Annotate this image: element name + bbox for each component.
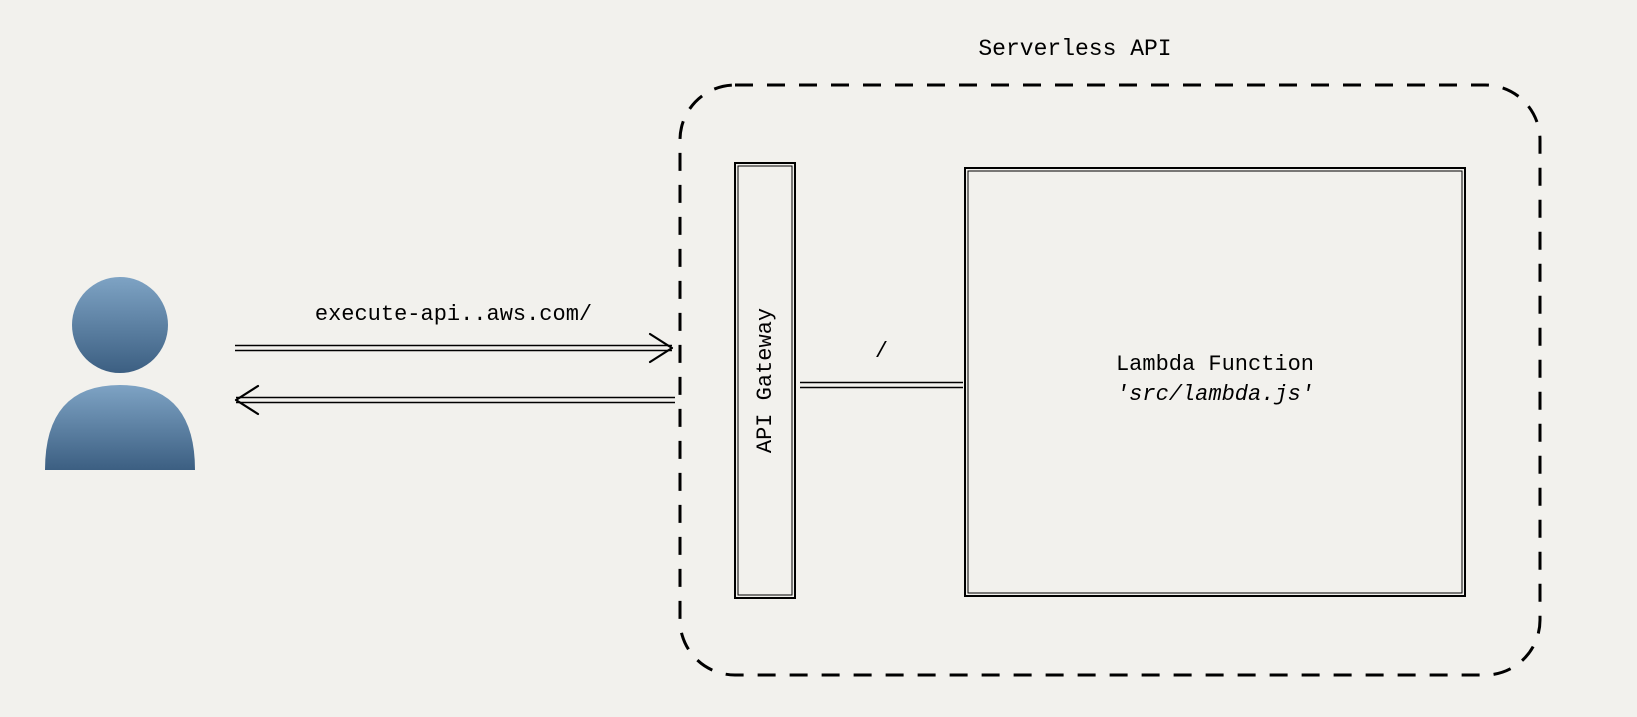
lambda-label-line2: 'src/lambda.js' — [1116, 382, 1314, 407]
edge-gateway-to-lambda-label: / — [875, 339, 888, 364]
edge-user-to-gateway-label: execute-api..aws.com/ — [315, 302, 592, 327]
lambda-label-line1: Lambda Function — [1116, 352, 1314, 377]
api-gateway-box: API Gateway — [735, 163, 795, 598]
lambda-box: Lambda Function 'src/lambda.js' — [965, 168, 1465, 596]
diagram-title: Serverless API — [978, 36, 1171, 62]
api-gateway-label: API Gateway — [753, 308, 778, 453]
